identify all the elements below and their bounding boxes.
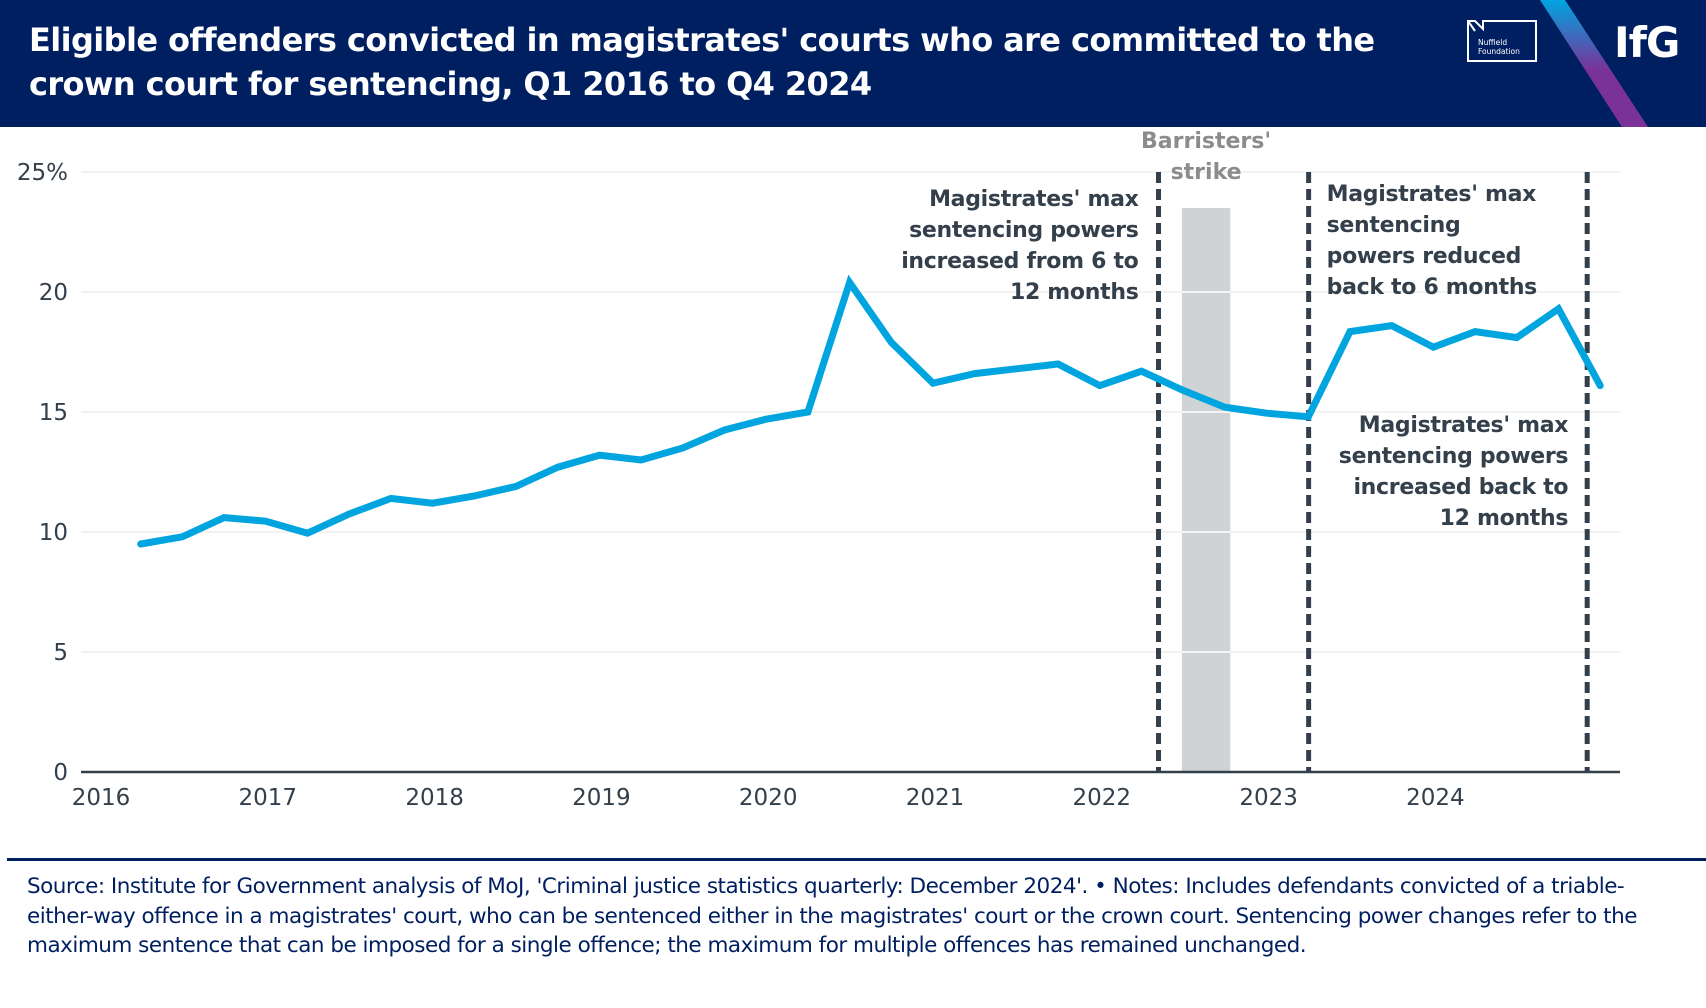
x-tick-label-2023: 2023 bbox=[1239, 785, 1298, 811]
footer-divider bbox=[7, 858, 1706, 861]
annotation-sentencing-increased-back-12: sentencing powers bbox=[1339, 444, 1569, 469]
series-layer bbox=[137, 274, 1604, 548]
barristers-strike-label: Barristers' bbox=[1141, 129, 1271, 154]
annotation-sentencing-reduced-6: sentencing bbox=[1327, 213, 1461, 238]
x-axis-ticks: 2016 2017 2018 2019 2020 2021 2022 2023 2024 bbox=[72, 770, 1620, 811]
annotation-sentencing-increase-12: Magistrates' max bbox=[929, 187, 1139, 212]
line-chart: 0 5 10 15 20 25% 2016 2017 2018 2019 2020 2021 2022… bbox=[17, 129, 1620, 811]
header-banner: Eligible offenders convicted in magistra… bbox=[0, 0, 1706, 127]
barristers-strike-label: strike bbox=[1171, 160, 1242, 185]
x-tick-label-2020: 2020 bbox=[739, 785, 798, 811]
annotation-layer: Barristers' strike Magistrates' max sentenc… bbox=[901, 129, 1568, 531]
nuffield-foundation-logo bbox=[1467, 20, 1537, 62]
y-axis-ticks: 0 5 10 15 20 25% bbox=[17, 160, 68, 786]
nuffield-logo-line2: Foundation bbox=[1478, 47, 1520, 56]
y-tick-label-25: 25% bbox=[17, 160, 68, 186]
ifg-stripe-decoration bbox=[1540, 0, 1648, 127]
x-tick-label-2016: 2016 bbox=[72, 785, 131, 811]
annotation-sentencing-increased-back-12: 12 months bbox=[1440, 506, 1569, 531]
annotation-sentencing-increase-12: 12 months bbox=[1010, 280, 1139, 305]
y-tick-label-0: 0 bbox=[53, 760, 68, 786]
strike-band-layer bbox=[1181, 208, 1231, 772]
series-line bbox=[137, 274, 1604, 548]
x-tick-label-2021: 2021 bbox=[906, 785, 965, 811]
annotation-sentencing-reduced-6: back to 6 months bbox=[1327, 275, 1538, 300]
event-lines bbox=[1156, 172, 1590, 772]
y-tick-label-10: 10 bbox=[39, 520, 68, 546]
annotation-sentencing-increase-12: sentencing powers bbox=[909, 218, 1139, 243]
barristers-strike-band bbox=[1181, 208, 1231, 772]
nuffield-logo-text: Nuffield Foundation bbox=[1478, 38, 1520, 56]
x-tick-label-2024: 2024 bbox=[1406, 785, 1465, 811]
x-tick-label-2019: 2019 bbox=[572, 785, 631, 811]
x-tick-label-2018: 2018 bbox=[405, 785, 464, 811]
x-tick-label-2017: 2017 bbox=[239, 785, 298, 811]
ifg-logo: IfG bbox=[1614, 18, 1680, 67]
gridlines bbox=[81, 171, 1620, 653]
nuffield-logo-line1: Nuffield bbox=[1478, 38, 1508, 47]
annotation-sentencing-reduced-6: Magistrates' max bbox=[1327, 182, 1537, 207]
source-notes: Source: Institute for Government analysi… bbox=[27, 874, 1637, 958]
annotation-sentencing-reduced-6: powers reduced bbox=[1327, 244, 1521, 269]
annotation-sentencing-increase-12: increased from 6 to bbox=[901, 249, 1138, 274]
y-tick-label-15: 15 bbox=[39, 400, 68, 426]
y-tick-label-5: 5 bbox=[53, 640, 68, 666]
x-tick-label-2022: 2022 bbox=[1073, 785, 1132, 811]
chart-title: Eligible offenders convicted in magistra… bbox=[29, 21, 1375, 103]
annotation-sentencing-increased-back-12: Magistrates' max bbox=[1359, 413, 1569, 438]
y-tick-label-20: 20 bbox=[39, 280, 68, 306]
annotation-sentencing-increased-back-12: increased back to bbox=[1353, 475, 1568, 500]
